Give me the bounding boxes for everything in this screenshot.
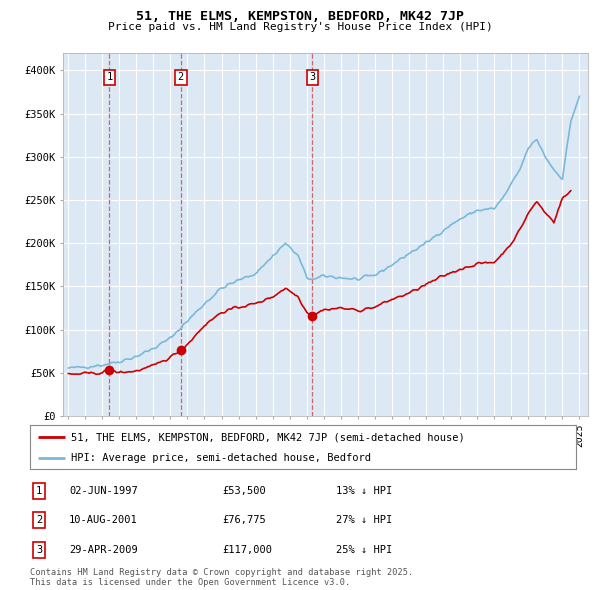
Text: 3: 3 — [309, 73, 316, 82]
Text: £117,000: £117,000 — [222, 545, 272, 555]
Text: 25% ↓ HPI: 25% ↓ HPI — [336, 545, 392, 555]
Text: 29-APR-2009: 29-APR-2009 — [69, 545, 138, 555]
Text: 51, THE ELMS, KEMPSTON, BEDFORD, MK42 7JP (semi-detached house): 51, THE ELMS, KEMPSTON, BEDFORD, MK42 7J… — [71, 432, 465, 442]
Text: 02-JUN-1997: 02-JUN-1997 — [69, 486, 138, 496]
Text: £53,500: £53,500 — [222, 486, 266, 496]
Text: 13% ↓ HPI: 13% ↓ HPI — [336, 486, 392, 496]
Text: 2: 2 — [178, 73, 184, 82]
Text: 2: 2 — [36, 516, 42, 525]
Text: Contains HM Land Registry data © Crown copyright and database right 2025.
This d: Contains HM Land Registry data © Crown c… — [30, 568, 413, 587]
Text: Price paid vs. HM Land Registry's House Price Index (HPI): Price paid vs. HM Land Registry's House … — [107, 22, 493, 32]
Text: 27% ↓ HPI: 27% ↓ HPI — [336, 516, 392, 525]
Text: 1: 1 — [106, 73, 112, 82]
Text: HPI: Average price, semi-detached house, Bedford: HPI: Average price, semi-detached house,… — [71, 453, 371, 463]
Text: £76,775: £76,775 — [222, 516, 266, 525]
Text: 10-AUG-2001: 10-AUG-2001 — [69, 516, 138, 525]
Text: 51, THE ELMS, KEMPSTON, BEDFORD, MK42 7JP: 51, THE ELMS, KEMPSTON, BEDFORD, MK42 7J… — [136, 10, 464, 23]
Text: 1: 1 — [36, 486, 42, 496]
Text: 3: 3 — [36, 545, 42, 555]
